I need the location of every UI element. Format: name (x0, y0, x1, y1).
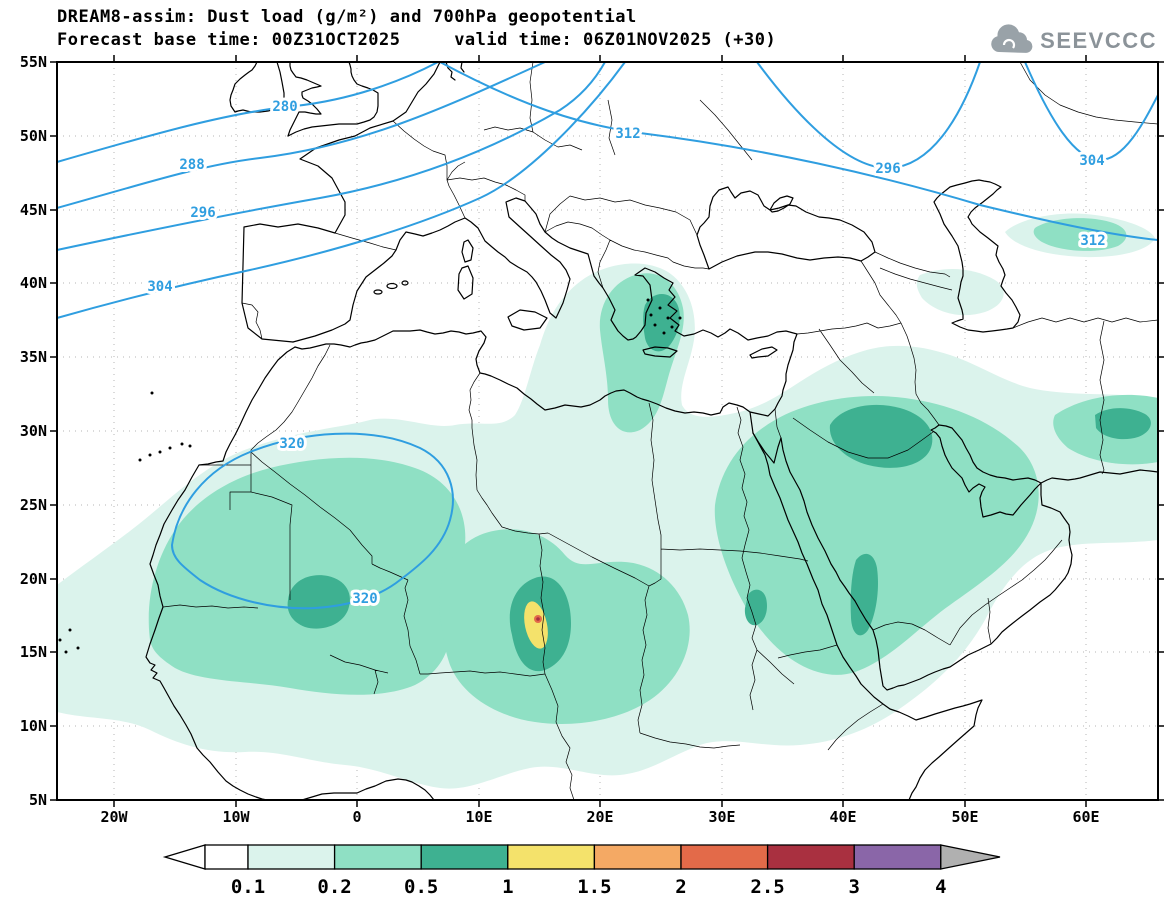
lon-label: 20E (586, 808, 613, 826)
colorbar-label: 1 (502, 876, 513, 898)
contour-label: 280 (272, 99, 297, 115)
colorbar-segment (204, 844, 249, 870)
colorbar: 0.1 0.2 0.5 1 1.5 2 2.5 3 4 (162, 844, 1001, 898)
contour-label: 304 (147, 279, 172, 295)
lon-label: 10W (222, 808, 250, 826)
contour-label: 320 (279, 436, 304, 452)
colorbar-label: 2.5 (750, 876, 784, 898)
colorbar-label: 0.2 (317, 876, 351, 898)
contour-label: 296 (875, 161, 900, 177)
colorbar-segment (333, 844, 422, 870)
colorbar-label: 1.5 (577, 876, 611, 898)
colorbar-segment (420, 844, 509, 870)
colorbar-segment (593, 844, 682, 870)
seevccc-logo: SEEVCCC (988, 24, 1157, 58)
contour-label: 320 (352, 591, 377, 607)
dust-core-yellow (524, 601, 548, 649)
lat-label: 55N (20, 53, 47, 71)
longitude-labels: 20W 10W 0 10E 20E 30E 40E 50E 60E (100, 808, 1099, 826)
lat-label: 35N (20, 348, 47, 366)
colorbar-label: 4 (935, 876, 946, 898)
contour-label: 304 (1079, 153, 1104, 169)
colorbar-label: 3 (848, 876, 859, 898)
lon-label: 60E (1072, 808, 1099, 826)
colorbar-segment (680, 844, 769, 870)
colorbar-arrow-left (162, 844, 206, 870)
chart-subtitle: Forecast base time: 00Z31OCT2025 valid t… (57, 30, 777, 50)
cloud-icon (991, 24, 1033, 53)
lon-label: 10E (465, 808, 492, 826)
geopotential-contours (56, 61, 1159, 610)
rivers (736, 406, 795, 711)
lat-label: 10N (20, 717, 47, 735)
lat-label: 50N (20, 127, 47, 145)
lat-label: 25N (20, 496, 47, 514)
lat-label: 30N (20, 422, 47, 440)
map-frame (50, 55, 1164, 807)
contour-label: 296 (190, 205, 215, 221)
colorbar-arrow-right (940, 844, 1001, 870)
lat-label: 5N (29, 791, 47, 809)
lon-label: 40E (829, 808, 856, 826)
lat-label: 45N (20, 201, 47, 219)
contour-label: 288 (179, 157, 204, 173)
colorbar-label: 0.5 (404, 876, 438, 898)
lon-label: 30E (708, 808, 735, 826)
lat-label: 40N (20, 274, 47, 292)
chart-title: DREAM8-assim: Dust load (g/m²) and 700hP… (57, 7, 637, 27)
latitude-labels: 55N 50N 45N 40N 35N 30N 25N 20N 15N 10N … (20, 53, 47, 809)
small-island-dots (58, 298, 682, 654)
lon-label: 50E (951, 808, 978, 826)
colorbar-segment (247, 844, 336, 870)
lat-label: 15N (20, 643, 47, 661)
lon-label: 0 (352, 808, 361, 826)
colorbar-segment (853, 844, 942, 870)
country-borders (162, 61, 1159, 801)
axis-ticks (50, 55, 1164, 807)
colorbar-segment (507, 844, 596, 870)
contour-label: 312 (615, 126, 640, 142)
lon-label: 20W (100, 808, 128, 826)
logo-text: SEEVCCC (1040, 28, 1157, 53)
chart-header: DREAM8-assim: Dust load (g/m²) and 700hP… (57, 6, 776, 52)
colorbar-segment (766, 844, 855, 870)
colorbar-label: 2 (675, 876, 686, 898)
contour-label: 312 (1080, 233, 1105, 249)
colorbar-label: 0.1 (231, 876, 265, 898)
geopotential-labels: 280 288 296 304 312 296 304 312 320 320 (144, 96, 1108, 610)
lat-label: 20N (20, 570, 47, 588)
dust-core-red (536, 617, 540, 621)
